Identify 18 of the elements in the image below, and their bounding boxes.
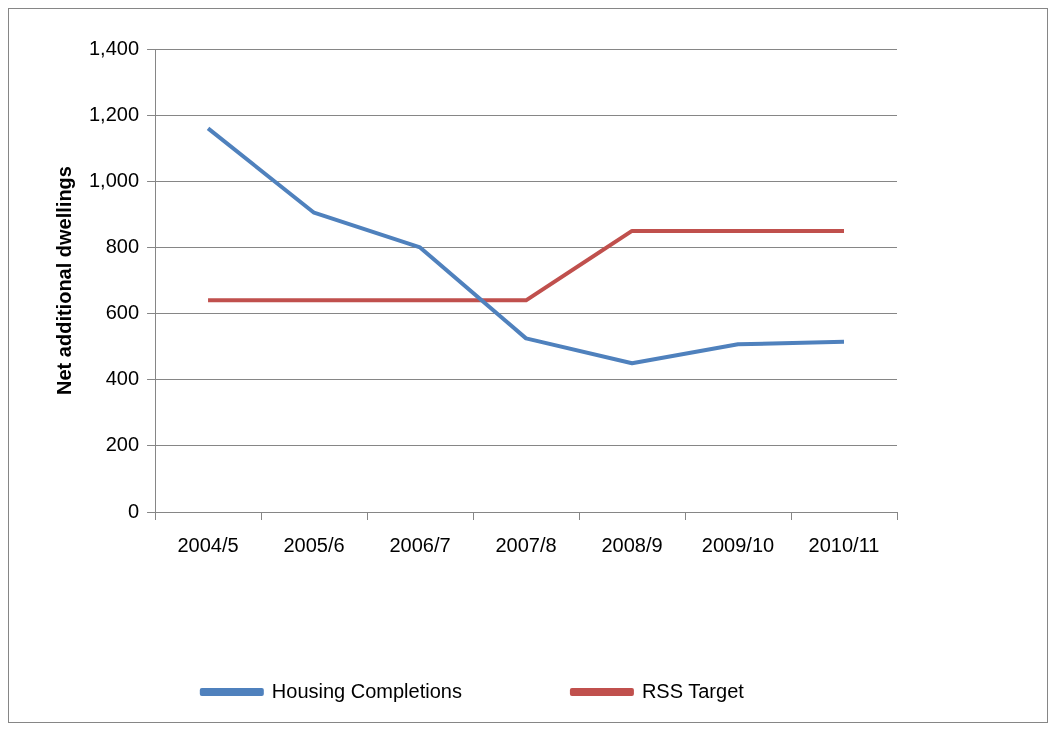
y-tick-label: 200 bbox=[105, 433, 140, 456]
y-tick-label: 1,400 bbox=[88, 36, 140, 59]
y-tick-label: 600 bbox=[105, 301, 140, 324]
y-tick-label: 0 bbox=[127, 499, 140, 522]
x-tick-label: 2007/8 bbox=[495, 533, 557, 556]
y-axis-title: Net additional dwellings bbox=[52, 166, 75, 395]
y-tick-label: 1,000 bbox=[88, 168, 140, 191]
y-tick-label: 800 bbox=[105, 234, 140, 257]
x-tick-label: 2006/7 bbox=[389, 533, 451, 556]
y-tick-label: 400 bbox=[105, 367, 140, 390]
legend-label: Housing Completions bbox=[271, 679, 462, 702]
x-tick-label: 2005/6 bbox=[283, 533, 345, 556]
x-tick-label: 2010/11 bbox=[808, 533, 880, 556]
legend-label: RSS Target bbox=[641, 679, 745, 702]
x-tick-label: 2004/5 bbox=[177, 533, 239, 556]
x-tick-label: 2008/9 bbox=[601, 533, 663, 556]
x-tick-label: 2009/10 bbox=[701, 533, 775, 556]
y-tick-label: 1,200 bbox=[88, 102, 140, 125]
